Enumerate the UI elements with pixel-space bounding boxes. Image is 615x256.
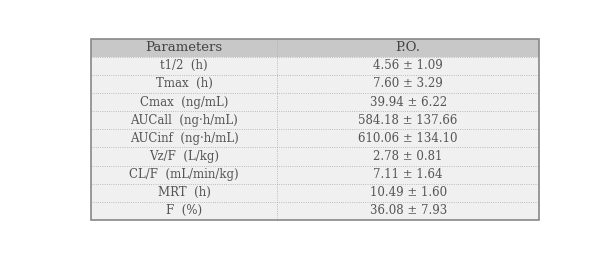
Bar xyxy=(91,57,539,75)
Text: 2.78 ± 0.81: 2.78 ± 0.81 xyxy=(373,150,443,163)
Bar xyxy=(91,111,539,129)
Text: CL/F  (mL/min/kg): CL/F (mL/min/kg) xyxy=(129,168,239,181)
Text: 36.08 ± 7.93: 36.08 ± 7.93 xyxy=(370,204,446,217)
Bar xyxy=(91,129,539,147)
Text: 610.06 ± 134.10: 610.06 ± 134.10 xyxy=(359,132,458,145)
Text: t1/2  (h): t1/2 (h) xyxy=(161,59,208,72)
Text: Tmax  (h): Tmax (h) xyxy=(156,78,213,90)
Text: P.O.: P.O. xyxy=(395,41,421,54)
Text: F  (%): F (%) xyxy=(166,204,202,217)
Bar xyxy=(91,75,539,93)
Text: Parameters: Parameters xyxy=(146,41,223,54)
Text: MRT  (h): MRT (h) xyxy=(157,186,210,199)
Text: Vz/F  (L/kg): Vz/F (L/kg) xyxy=(149,150,219,163)
Bar xyxy=(91,166,539,184)
Bar xyxy=(91,39,539,57)
Bar xyxy=(91,202,539,220)
Text: 584.18 ± 137.66: 584.18 ± 137.66 xyxy=(359,114,458,127)
Text: 39.94 ± 6.22: 39.94 ± 6.22 xyxy=(370,95,446,109)
Text: AUCinf  (ng·h/mL): AUCinf (ng·h/mL) xyxy=(130,132,239,145)
Bar xyxy=(91,184,539,202)
Text: 7.60 ± 3.29: 7.60 ± 3.29 xyxy=(373,78,443,90)
Text: 4.56 ± 1.09: 4.56 ± 1.09 xyxy=(373,59,443,72)
Text: AUCall  (ng·h/mL): AUCall (ng·h/mL) xyxy=(130,114,238,127)
Text: 10.49 ± 1.60: 10.49 ± 1.60 xyxy=(370,186,446,199)
Text: Cmax  (ng/mL): Cmax (ng/mL) xyxy=(140,95,228,109)
Bar xyxy=(91,147,539,166)
Bar xyxy=(91,93,539,111)
Text: 7.11 ± 1.64: 7.11 ± 1.64 xyxy=(373,168,443,181)
